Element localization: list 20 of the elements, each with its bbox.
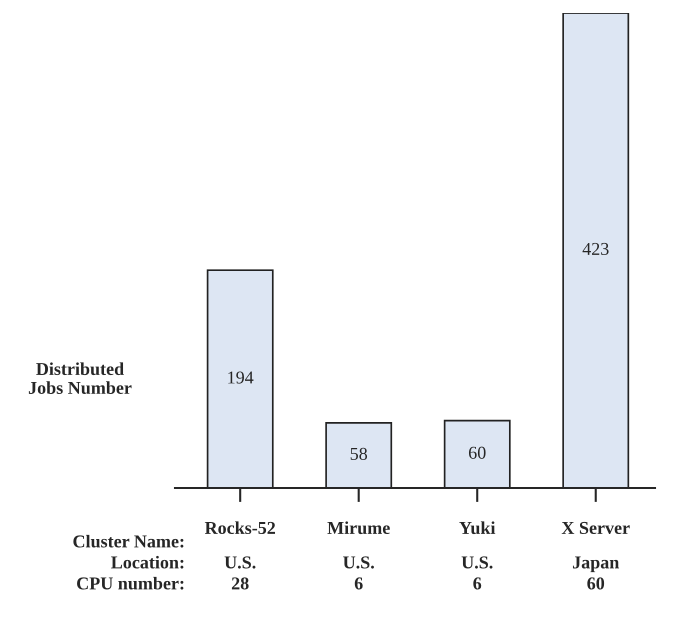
x-tick-label: Mirume bbox=[327, 521, 390, 534]
text: 6 bbox=[473, 577, 482, 590]
text: 60 bbox=[587, 577, 604, 590]
x-tick-label: Rocks-52 bbox=[204, 521, 276, 534]
text: U.S. bbox=[343, 556, 374, 569]
text: 6 bbox=[354, 577, 363, 590]
text: 28 bbox=[232, 577, 249, 590]
text: Japan bbox=[572, 556, 620, 572]
text: U.S. bbox=[462, 556, 492, 569]
text: CPU number: bbox=[77, 576, 184, 590]
data-label: 58 bbox=[350, 448, 368, 460]
text: U.S. bbox=[224, 556, 256, 569]
text: Cluster Name: bbox=[73, 534, 184, 548]
data-label: 194 bbox=[228, 371, 254, 384]
data-label: 423 bbox=[582, 242, 609, 256]
x-tick-label: X Server bbox=[562, 522, 630, 534]
text: Location: bbox=[111, 556, 184, 569]
y-axis-title: Distributed Jobs Number bbox=[28, 362, 132, 394]
x-tick-label: Yuki bbox=[459, 521, 496, 534]
data-label: 60 bbox=[468, 446, 486, 459]
